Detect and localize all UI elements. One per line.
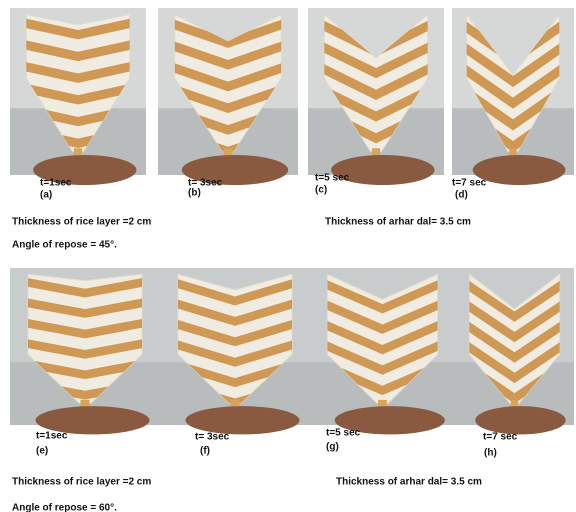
panel-time: t=5 sec [315, 173, 350, 184]
panel-time: t=1sec [36, 431, 68, 442]
rice-thickness: Thickness of rice layer =2 cm [12, 217, 151, 228]
panel-label: (d) [455, 190, 468, 201]
hand [475, 406, 565, 434]
rice-thickness: Thickness of rice layer =2 cm [12, 477, 151, 488]
angle-of-repose: Angle of repose = 45°. [12, 240, 117, 251]
photo [158, 8, 298, 185]
dal-thickness: Thickness of arhar dal= 3.5 cm [325, 217, 471, 228]
panel-label: (g) [326, 442, 339, 453]
panel-label: (b) [188, 188, 201, 199]
panel-label: (c) [315, 185, 327, 196]
figure: t=1sec(a)t= 3sec(b)t=5 sec(c)t=7 sec(d)T… [0, 0, 576, 512]
panel-time: t=5 sec [326, 428, 361, 439]
photo [10, 8, 146, 185]
dal-thickness: Thickness of arhar dal= 3.5 cm [336, 477, 482, 488]
hand [186, 406, 300, 434]
panel-time: t=7 sec [483, 432, 518, 443]
panel-time: t= 3sec [195, 432, 230, 443]
angle-of-repose: Angle of repose = 60°. [12, 503, 117, 512]
panel-label: (h) [484, 448, 497, 459]
panel-time: t=7 sec [452, 178, 487, 189]
panel-label: (e) [36, 446, 48, 457]
photo [10, 268, 160, 434]
photo [160, 268, 310, 434]
photo [308, 8, 444, 185]
photo [452, 8, 574, 185]
panel-label: (f) [200, 446, 210, 457]
hand [473, 155, 566, 185]
photo [455, 268, 574, 434]
panel-label: (a) [40, 190, 52, 201]
panel-time: t=1sec [40, 178, 72, 189]
photo [310, 268, 455, 434]
